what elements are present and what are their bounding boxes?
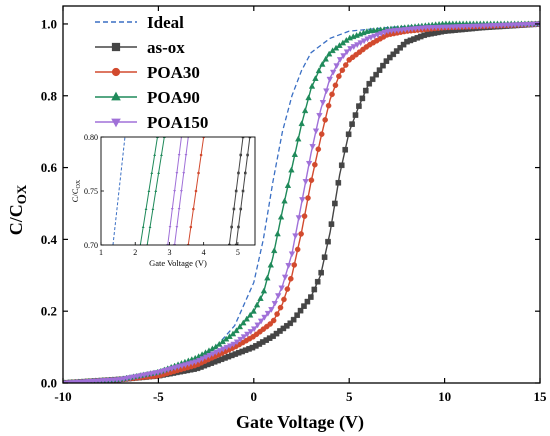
- legend-item-poa30: POA30: [95, 63, 200, 82]
- y-tick-label: 0.2: [41, 304, 57, 319]
- series-marker-points-poa150: [63, 21, 540, 383]
- inset-y-axis-title-main: C/C: [70, 188, 80, 202]
- x-tick-label: -5: [153, 389, 164, 404]
- x-tick-label: 0: [251, 389, 258, 404]
- y-tick-label: 0.6: [41, 160, 58, 175]
- legend-label-as-ox: as-ox: [147, 38, 185, 57]
- legend-item-ideal: Ideal: [95, 13, 184, 32]
- inset-x-tick-label: 3: [167, 248, 171, 257]
- plot-frame: [62, 5, 541, 384]
- y-axis-title-sub: OX: [14, 184, 29, 204]
- x-tick-label: 5: [346, 389, 353, 404]
- y-tick-label: 1.0: [41, 16, 57, 31]
- legend-item-as-ox: as-ox: [95, 38, 185, 57]
- series-markers-as-ox: [63, 21, 540, 383]
- legend-marker-poa150: [111, 118, 121, 128]
- legend-item-poa150: POA150: [95, 113, 208, 132]
- y-axis-title: C/COX: [6, 184, 29, 235]
- inset-markers-poa150: [166, 137, 183, 245]
- y-axis-title-main: C/C: [6, 204, 26, 235]
- inset-x-axis-title: Gate Voltage (V): [149, 258, 207, 268]
- series-marker-points-as-ox: [63, 21, 540, 383]
- inset-y-tick-label: 0.70: [84, 241, 98, 250]
- inset-markers-as-ox: [228, 137, 245, 245]
- inset-y-axis-title: C/COX: [70, 179, 82, 202]
- inset-x-tick-label: 2: [133, 248, 137, 257]
- legend: Ideal as-ox POA30 POA90 POA150: [95, 13, 208, 132]
- legend-marker-as-ox: [111, 42, 121, 52]
- inset-markers-poa150: [173, 137, 190, 245]
- inset-x-tick-label: 4: [202, 248, 206, 257]
- y-tick-label: 0.0: [41, 376, 57, 391]
- y-tick-label: 0.8: [41, 88, 58, 103]
- main-plot-area: -10 -5 0 5 10 150.00.20.40.60.81.0: [41, 5, 548, 404]
- inset-markers-poa90: [146, 137, 166, 245]
- x-tick-label: -10: [54, 389, 71, 404]
- inset-series-group: [112, 137, 252, 245]
- legend-label-ideal: Ideal: [147, 13, 184, 32]
- legend-marker-poa30: [111, 67, 121, 77]
- inset-y-tick-label: 0.75: [84, 187, 98, 196]
- inset-background: [101, 137, 255, 245]
- legend-label-poa150: POA150: [147, 113, 208, 132]
- x-axis-title: Gate Voltage (V): [236, 412, 364, 433]
- legend-item-poa90: POA90: [95, 88, 200, 107]
- y-tick-label: 0.4: [41, 232, 58, 247]
- inset-markers-poa30: [186, 137, 205, 245]
- x-tick-label: 15: [534, 389, 548, 404]
- legend-marker-poa90: [111, 91, 121, 101]
- legend-label-poa90: POA90: [147, 88, 200, 107]
- inset-x-tick-label: 5: [236, 248, 240, 257]
- legend-label-poa30: POA30: [147, 63, 200, 82]
- inset-y-tick-label: 0.80: [84, 133, 98, 142]
- inset-plot-area: 1 2 3 4 5 0.70 0.75 0.80 Gate Voltage (V) C/COX: [70, 133, 256, 268]
- series-markers-poa150: [63, 21, 540, 383]
- series-group: [63, 20, 540, 383]
- inset-markers-as-ox: [234, 137, 252, 245]
- inset-markers-poa90: [139, 137, 159, 245]
- inset-y-axis-title-sub: OX: [76, 179, 82, 188]
- x-tick-label: 10: [438, 389, 451, 404]
- inset-line-ideal: [112, 137, 126, 245]
- inset-x-tick-label: 1: [99, 248, 103, 257]
